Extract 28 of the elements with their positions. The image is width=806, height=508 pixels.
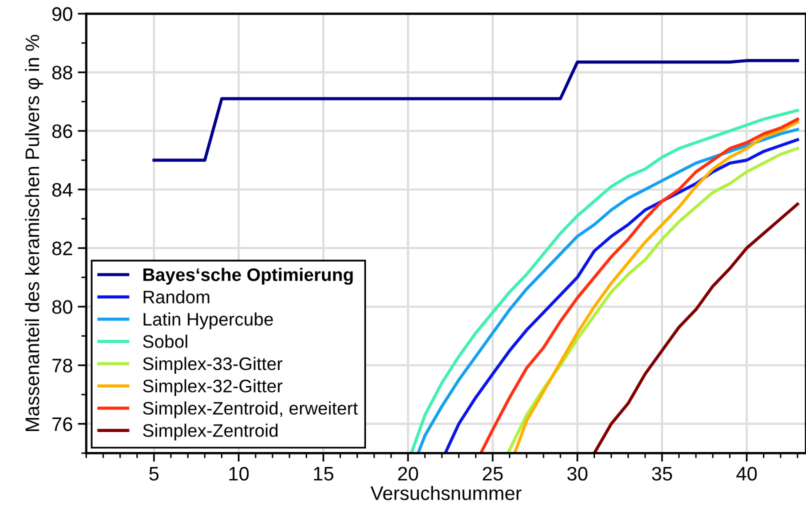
y-tick-label: 90 xyxy=(52,7,72,21)
x-tick-label: 25 xyxy=(482,466,503,481)
x-tick-label: 40 xyxy=(736,466,757,481)
x-tick-label: 5 xyxy=(149,467,159,481)
legend-label: Simplex-33-Gitter xyxy=(143,356,282,374)
y-tick-label: 80 xyxy=(52,300,72,314)
y-tick-label: 82 xyxy=(52,242,72,256)
x-tick-label: 10 xyxy=(229,466,249,481)
x-tick-label: 35 xyxy=(652,466,672,481)
x-tick-label: 15 xyxy=(314,467,334,481)
legend-label: Sobol xyxy=(143,334,188,348)
legend-label: Simplex-Zentroid xyxy=(143,424,278,440)
y-axis-title: Massenanteil des keramischen Pulvers φ in % xyxy=(24,34,44,432)
legend-label: Random xyxy=(144,290,210,304)
y-tick-label: 78 xyxy=(52,358,72,372)
x-tick-label: 30 xyxy=(567,466,588,481)
y-tick-label: 86 xyxy=(52,124,72,138)
legend-label: Latin Hypercube xyxy=(144,312,273,330)
legend-label: Bayes‘sche Optimierung xyxy=(143,268,353,285)
y-tick-label: 88 xyxy=(52,66,72,80)
line-series xyxy=(592,202,800,454)
legend-label: Simplex-32-Gitter xyxy=(143,379,282,396)
legend-label: Simplex-Zentroid, erweitert xyxy=(143,401,358,418)
y-tick-label: 76 xyxy=(52,417,72,432)
line-series xyxy=(152,59,800,162)
x-tick-label: 20 xyxy=(398,466,418,481)
y-tick-label: 84 xyxy=(52,182,72,197)
x-axis-title: Versuchsnummer xyxy=(370,486,522,500)
